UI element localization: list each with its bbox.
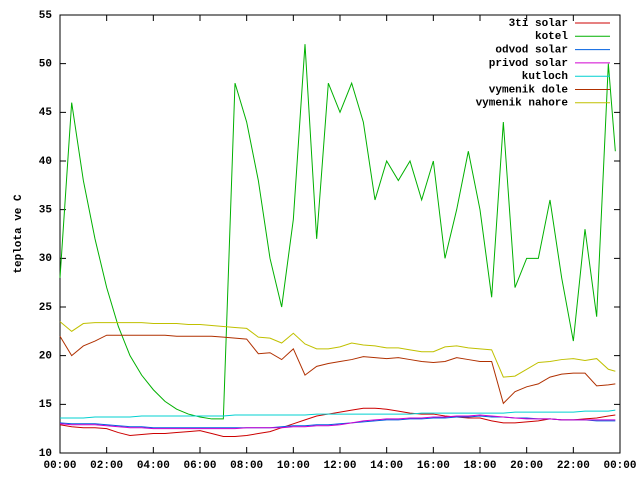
x-tick-label: 14:00	[370, 460, 403, 472]
x-tick-label: 06:00	[183, 460, 216, 472]
legend-label: privod solar	[489, 58, 568, 70]
x-tick-label: 02:00	[90, 460, 123, 472]
x-tick-label: 00:00	[603, 460, 636, 472]
series-line	[59, 407, 616, 437]
x-tick-label: 08:00	[230, 460, 263, 472]
y-tick-label: 10	[39, 448, 52, 460]
series-line	[59, 415, 616, 429]
y-tick-label: 55	[39, 10, 53, 22]
legend-label: vymenik nahore	[476, 98, 569, 110]
y-tick-label: 45	[39, 107, 53, 119]
y-tick-label: 30	[39, 253, 52, 265]
legend-label: odvod solar	[495, 45, 568, 57]
x-tick-label: 18:00	[463, 460, 496, 472]
legend-label: 3ti solar	[509, 18, 568, 30]
y-tick-label: 15	[39, 399, 53, 411]
x-tick-label: 16:00	[417, 460, 450, 472]
x-tick-label: 10:00	[277, 460, 310, 472]
series-line	[59, 44, 616, 420]
x-tick-label: 22:00	[557, 460, 590, 472]
series-line	[59, 414, 616, 430]
x-tick-label: 00:00	[43, 460, 76, 472]
y-tick-label: 40	[39, 156, 52, 168]
y-tick-label: 50	[39, 59, 52, 71]
x-tick-label: 12:00	[323, 460, 356, 472]
series-line	[59, 334, 616, 405]
y-tick-label: 20	[39, 351, 52, 363]
x-tick-label: 20:00	[510, 460, 543, 472]
series-line	[59, 321, 616, 378]
legend-label: kutloch	[522, 71, 568, 83]
y-tick-label: 25	[39, 302, 53, 314]
series-line	[60, 409, 616, 419]
x-tick-label: 04:00	[137, 460, 170, 472]
legend-label: kotel	[535, 31, 568, 43]
legend-label: vymenik dole	[489, 84, 569, 96]
y-axis-label: teplota ve C	[13, 194, 25, 274]
y-tick-label: 35	[39, 205, 53, 217]
